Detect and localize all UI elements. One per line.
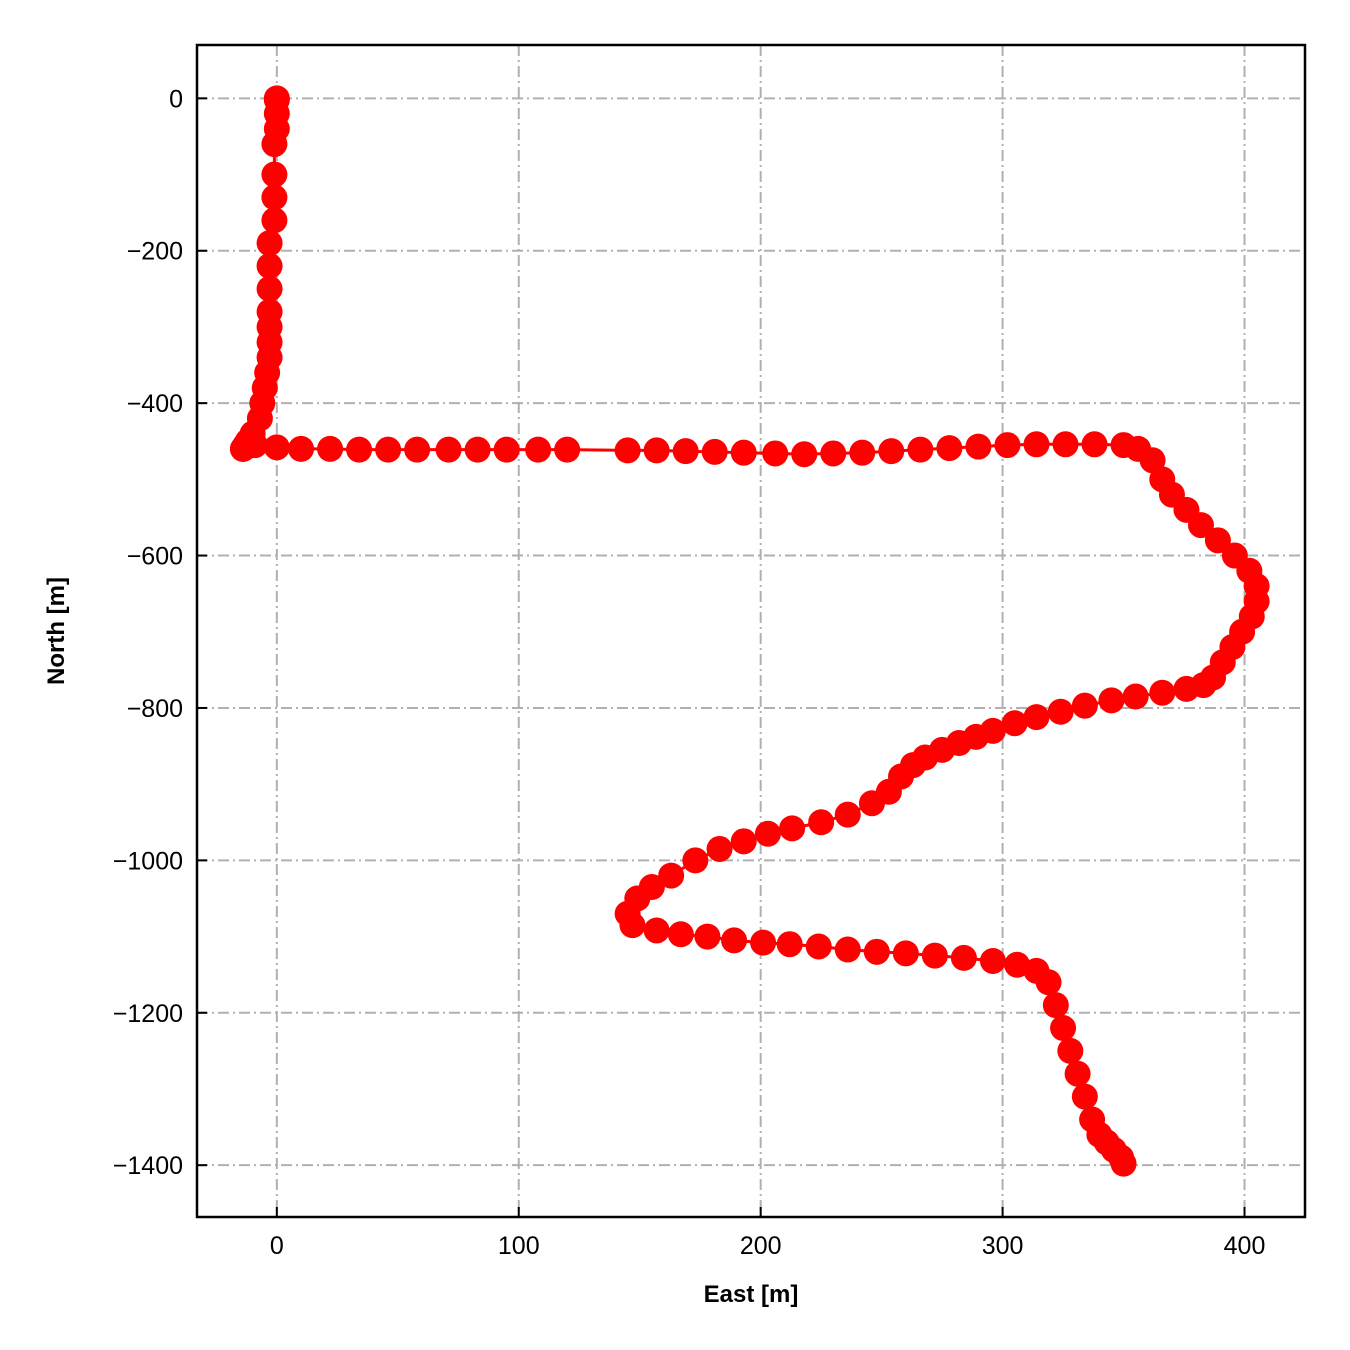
- trajectory-point: [619, 912, 646, 939]
- trajectory-point: [805, 933, 832, 960]
- x-tick-label: 400: [1224, 1232, 1266, 1260]
- trajectory-point: [1064, 1060, 1091, 1087]
- y-tick-label: −1400: [113, 1152, 183, 1180]
- trajectory-point: [1023, 431, 1050, 458]
- x-axis-label: East [m]: [704, 1281, 799, 1308]
- trajectory-point: [730, 439, 757, 466]
- trajectory-point: [346, 436, 373, 463]
- trajectory-point: [721, 927, 748, 954]
- trajectory-point: [965, 433, 992, 460]
- trajectory-point: [1071, 692, 1098, 719]
- trajectory-point: [1057, 1037, 1084, 1064]
- trajectory-point: [1149, 679, 1176, 706]
- trajectory-point: [750, 929, 777, 956]
- trajectory-point: [404, 436, 431, 463]
- trajectory-point: [878, 438, 905, 465]
- trajectory-point: [779, 815, 806, 842]
- y-tick-label: −600: [127, 543, 183, 571]
- trajectory-point: [834, 801, 861, 828]
- trajectory-point: [921, 942, 948, 969]
- trajectory-point: [261, 161, 288, 188]
- trajectory-point: [317, 435, 344, 462]
- trajectory-point: [261, 131, 288, 158]
- trajectory-point: [261, 207, 288, 234]
- trajectory-point: [834, 936, 861, 963]
- y-axis-label: North [m]: [43, 577, 70, 685]
- trajectory-point: [791, 441, 818, 468]
- trajectory-point: [1052, 431, 1079, 458]
- trajectory-point: [643, 437, 670, 464]
- trajectory-point: [863, 938, 890, 965]
- trajectory-point: [849, 439, 876, 466]
- trajectory-point: [1187, 512, 1214, 539]
- trajectory-point: [1047, 698, 1074, 725]
- y-tick-label: −200: [127, 238, 183, 266]
- trajectory-point: [950, 944, 977, 971]
- plot-frame: [195, 43, 1307, 1219]
- trajectory-point: [493, 436, 520, 463]
- trajectory-point: [435, 436, 462, 463]
- trajectory-point: [858, 790, 885, 817]
- x-tick-label: 200: [740, 1232, 782, 1260]
- trajectory-point: [1173, 675, 1200, 702]
- y-tick-label: −400: [127, 390, 183, 418]
- tick-layer: 0 100 200 300 400 0 −200 −400 −600 −800 −1000 −1200…: [113, 85, 1266, 1260]
- trajectory-point: [1042, 992, 1069, 1019]
- trajectory-point: [808, 809, 835, 836]
- trajectory-point: [261, 184, 288, 211]
- trajectory-point: [242, 432, 269, 459]
- trajectory-point: [762, 440, 789, 467]
- trajectory-point: [682, 847, 709, 874]
- trajectory-point: [1098, 687, 1125, 714]
- trajectory-point: [263, 434, 290, 461]
- trajectory-point: [643, 917, 670, 944]
- trajectory-point: [936, 435, 963, 462]
- y-tick-label: 0: [169, 85, 183, 113]
- trajectory-point: [1081, 431, 1108, 458]
- trajectory-line: [241, 98, 1259, 1165]
- trajectory-point: [706, 835, 733, 862]
- y-tick-label: −800: [127, 695, 183, 723]
- y-tick-label: −1200: [113, 1000, 183, 1028]
- trajectory-point: [1110, 1150, 1137, 1177]
- trajectory-point: [658, 862, 685, 889]
- y-tick-label: −1000: [113, 847, 183, 875]
- trajectory-point: [730, 828, 757, 855]
- trajectory-point: [375, 436, 402, 463]
- trajectory-point: [672, 438, 699, 465]
- trajectory-point: [256, 252, 283, 279]
- trajectory-point: [979, 947, 1006, 974]
- trajectory-point: [1204, 527, 1231, 554]
- trajectory-point: [525, 436, 552, 463]
- trajectory-point: [1023, 704, 1050, 731]
- grid-layer: [197, 45, 1305, 1217]
- trajectory-point: [694, 923, 721, 950]
- trajectory-point: [464, 436, 491, 463]
- trajectory-point: [701, 438, 728, 465]
- trajectory-point: [776, 931, 803, 958]
- trajectory-point: [754, 820, 781, 847]
- trajectory-point: [907, 436, 934, 463]
- trajectory-point: [1071, 1083, 1098, 1110]
- trajectory-point: [288, 435, 315, 462]
- x-tick-label: 300: [982, 1232, 1024, 1260]
- trajectory-point: [1001, 710, 1028, 737]
- trajectory-point: [256, 275, 283, 302]
- trajectory-point: [892, 940, 919, 967]
- trajectory-point: [1050, 1015, 1077, 1042]
- trajectory-point: [820, 440, 847, 467]
- series-layer: [229, 85, 1270, 1177]
- trajectory-point: [994, 432, 1021, 459]
- trajectory-point: [1035, 969, 1062, 996]
- x-tick-label: 0: [270, 1232, 284, 1260]
- x-tick-label: 100: [498, 1232, 540, 1260]
- trajectory-point: [554, 436, 581, 463]
- trajectory-point: [256, 230, 283, 257]
- trajectory-point: [614, 437, 641, 464]
- trajectory-point: [1122, 683, 1149, 710]
- trajectory-point: [667, 921, 694, 948]
